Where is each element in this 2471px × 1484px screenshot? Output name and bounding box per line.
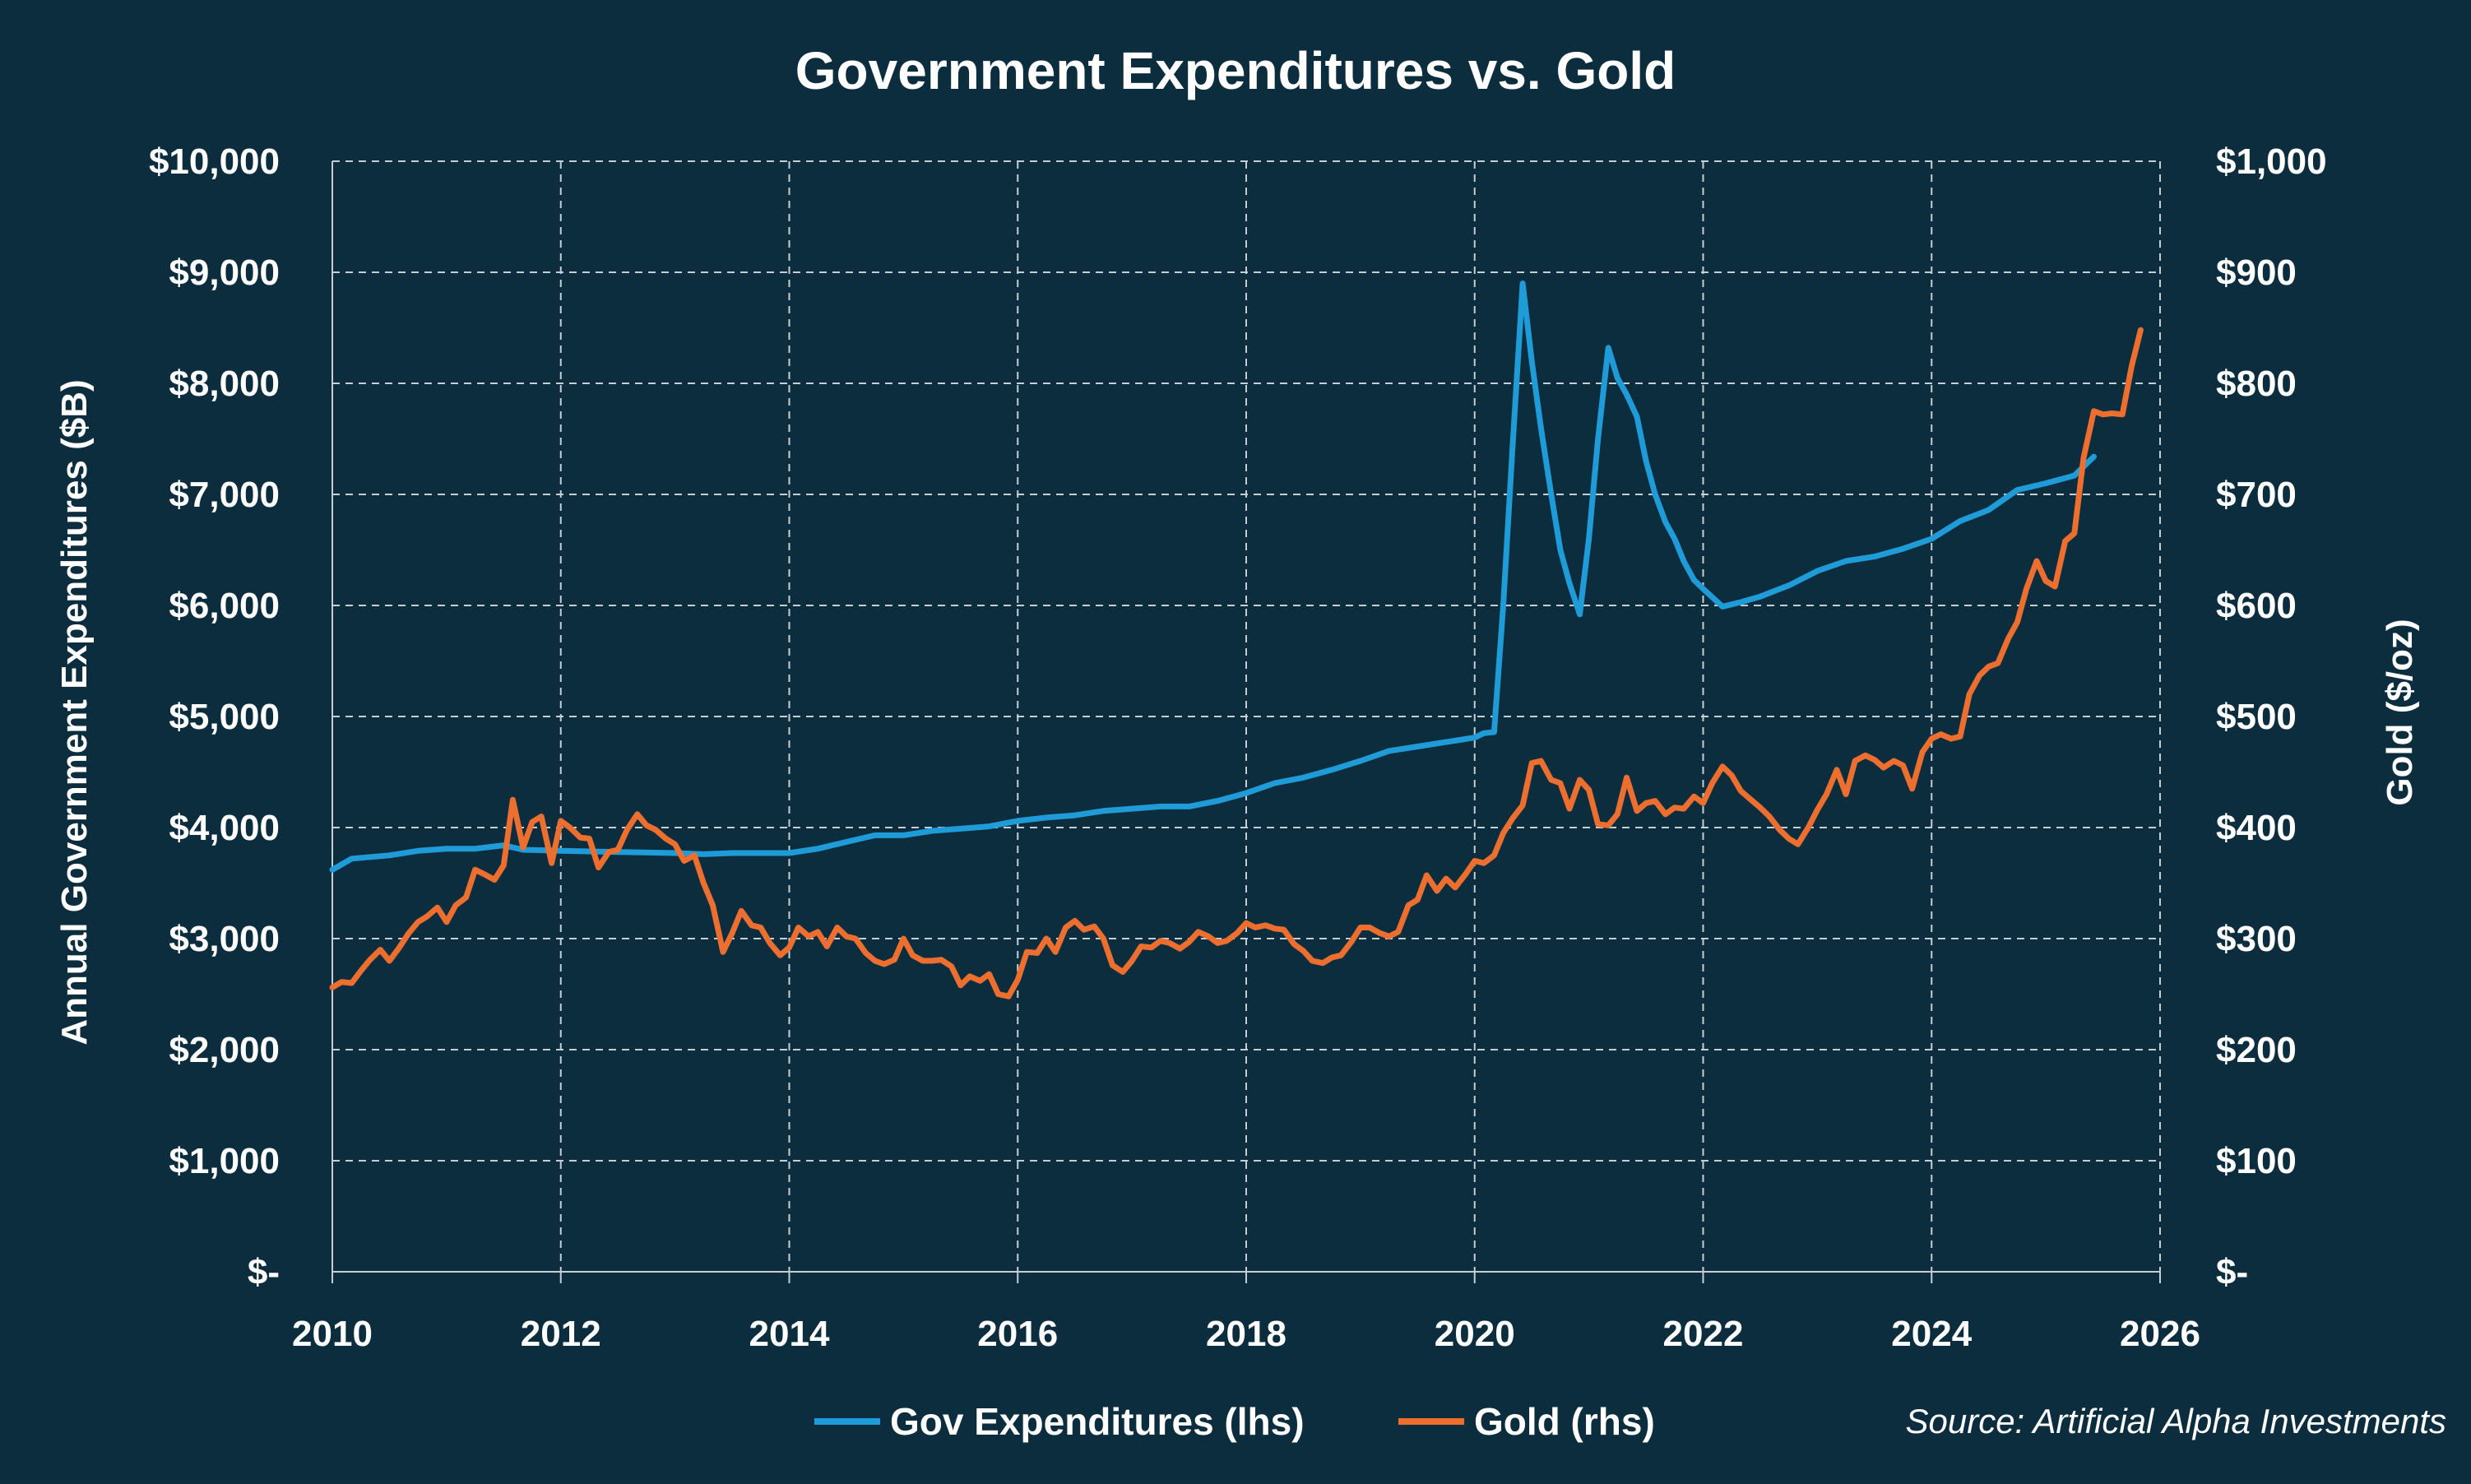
left-tick-label: $4,000 — [169, 808, 280, 848]
source-note: Source: Artificial Alpha Investments — [1905, 1402, 2446, 1440]
left-tick-label: $10,000 — [149, 141, 280, 182]
left-axis-label: Annual Government Expenditures ($B) — [54, 379, 95, 1045]
right-tick-label: $- — [2216, 1252, 2248, 1292]
legend: Gov Expenditures (lhs) Gold (rhs) — [814, 1400, 1655, 1443]
x-tick-label: 2026 — [2120, 1314, 2200, 1354]
x-tick-label: 2018 — [1206, 1314, 1286, 1354]
left-tick-label: $5,000 — [169, 697, 280, 737]
x-tick-label: 2020 — [1435, 1314, 1515, 1354]
right-tick-label: $400 — [2216, 808, 2297, 848]
gold-price-line — [329, 327, 2144, 999]
left-tick-label: $9,000 — [169, 253, 280, 293]
tick-layer: $- $- $1,000 $100 $2,000 $200 $3,000 $300 $4,000… — [149, 141, 2327, 1354]
legend-label-gov: Gov Expenditures (lhs) — [890, 1400, 1305, 1443]
legend-label-gold: Gold (rhs) — [1474, 1400, 1655, 1443]
left-tick-label: $1,000 — [169, 1141, 280, 1181]
chart-title: Government Expenditures vs. Gold — [795, 41, 1676, 100]
left-tick-label: $6,000 — [169, 586, 280, 626]
left-tick-label: $3,000 — [169, 919, 280, 959]
x-tick-label: 2014 — [749, 1314, 830, 1354]
right-tick-label: $700 — [2216, 475, 2297, 515]
x-tick-label: 2016 — [977, 1314, 1058, 1354]
left-tick-label: $2,000 — [169, 1030, 280, 1070]
right-axis-label: Gold ($/oz) — [2380, 619, 2420, 805]
x-tick-label: 2022 — [1663, 1314, 1744, 1354]
left-tick-label: $7,000 — [169, 475, 280, 515]
right-tick-label: $900 — [2216, 253, 2297, 293]
left-tick-label: $8,000 — [169, 364, 280, 404]
x-tick-label: 2012 — [521, 1314, 601, 1354]
right-tick-label: $500 — [2216, 697, 2297, 737]
x-tick-label: 2010 — [292, 1314, 373, 1354]
right-tick-label: $800 — [2216, 364, 2297, 404]
right-tick-label: $600 — [2216, 586, 2297, 626]
right-tick-label: $1,000 — [2216, 141, 2327, 182]
right-tick-label: $100 — [2216, 1141, 2297, 1181]
right-tick-label: $300 — [2216, 919, 2297, 959]
left-tick-label: $- — [248, 1252, 280, 1292]
grid-layer — [331, 160, 2161, 1283]
x-tick-label: 2024 — [1891, 1314, 1972, 1354]
series-layer — [329, 281, 2144, 999]
gov-expenditures-line — [329, 281, 2097, 873]
right-tick-label: $200 — [2216, 1030, 2297, 1070]
